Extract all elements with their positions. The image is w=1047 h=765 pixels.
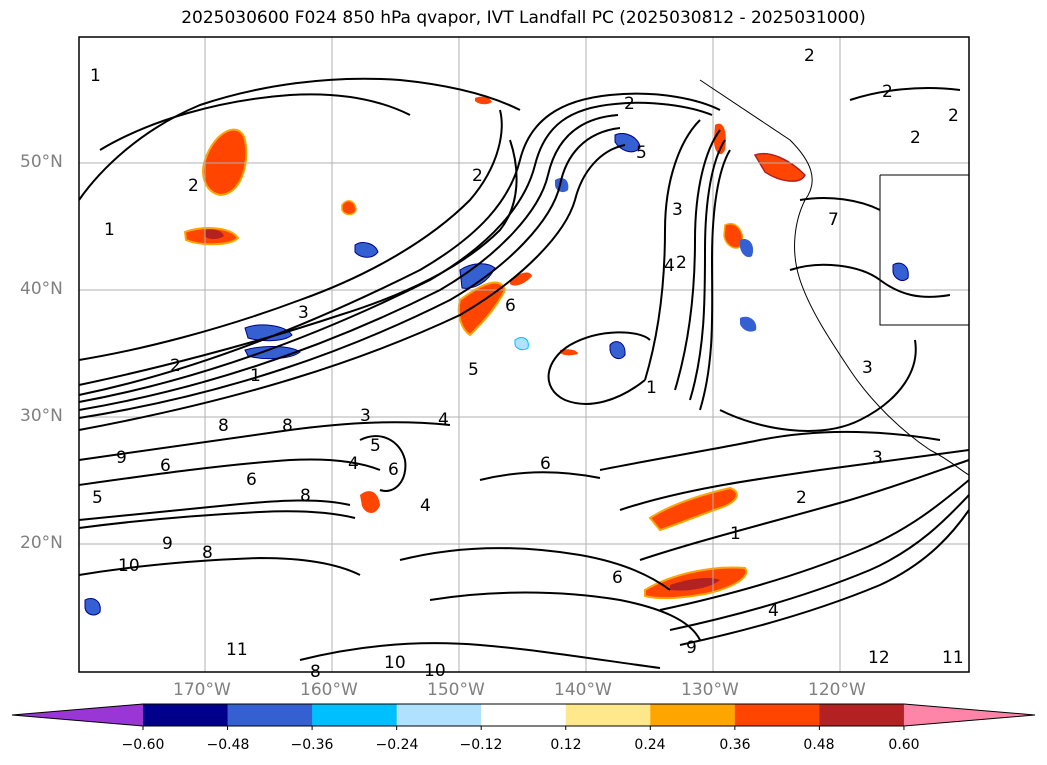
contour-label: 10 [424, 661, 446, 681]
contour-label: 6 [505, 296, 516, 316]
contour-label: 8 [218, 416, 229, 436]
contour-label: 6 [612, 568, 623, 588]
contour-label: 4 [348, 454, 359, 474]
coastline [699, 79, 970, 476]
contour-label: 4 [768, 601, 779, 621]
contour-label: 7 [828, 210, 839, 230]
lat-label-20n: 20°N [20, 533, 63, 553]
contour-label: 3 [872, 448, 883, 468]
colorbar-segment [650, 704, 736, 726]
contour-label: 8 [300, 486, 311, 506]
colorbar [11, 703, 1036, 730]
contour-label: 10 [384, 653, 406, 673]
colorbar-tick: 0.60 [888, 737, 920, 753]
contour-label: 2 [472, 166, 483, 186]
lon-label-150w: 150°W [427, 680, 485, 700]
contour-label: 2 [804, 46, 815, 66]
contour-label: 9 [116, 448, 127, 468]
colorbar-segment [227, 704, 313, 726]
colorbar-tick: −0.48 [206, 737, 250, 753]
contour-label: 9 [162, 534, 173, 554]
contour-label: 3 [298, 303, 309, 323]
map-title: 2025030600 F024 850 hPa qvapor, IVT Land… [181, 8, 866, 28]
lon-label-140w: 140°W [554, 680, 612, 700]
lat-label-40n: 40°N [20, 279, 63, 299]
colorbar-tick: 0.24 [634, 737, 666, 753]
shaded-patches [84, 96, 909, 616]
lon-label-160w: 160°W [300, 680, 358, 700]
colorbar-segment [312, 704, 398, 726]
colorbar-segment [734, 704, 820, 726]
contour-label: 8 [202, 543, 213, 563]
colorbar-tick: 0.36 [719, 737, 751, 753]
colorbar-tick: −0.36 [290, 737, 334, 753]
colorbar-tick: −0.12 [459, 737, 503, 753]
contour-label: 2 [676, 253, 687, 273]
colorbar-segment [143, 704, 229, 726]
lon-label-170w: 170°W [173, 680, 231, 700]
contour-label: 1 [250, 366, 261, 386]
contour-lines [78, 77, 970, 669]
contour-label: 8 [310, 662, 321, 682]
contour-label: 1 [730, 524, 741, 544]
contour-label: 2 [624, 94, 635, 114]
colorbar-segment [565, 704, 651, 726]
colorbar-segment [819, 704, 905, 726]
contour-label: 5 [370, 436, 381, 456]
contour-label: 2 [796, 488, 807, 508]
contour-label: 5 [468, 360, 479, 380]
lon-label-120w: 120°W [808, 680, 866, 700]
contour-label: 3 [360, 406, 371, 426]
contour-label: 4 [664, 256, 675, 276]
contour-label: 8 [282, 416, 293, 436]
contour-label: 11 [226, 640, 248, 660]
lon-label-130w: 130°W [681, 680, 739, 700]
contour-label: 4 [438, 410, 449, 430]
contour-label: 2 [882, 82, 893, 102]
contour-label: 3 [862, 358, 873, 378]
contour-label: 6 [160, 456, 171, 476]
contour-label: 3 [672, 200, 683, 220]
contour-label: 1 [90, 66, 101, 86]
colorbar-extend-high [903, 704, 1035, 726]
colorbar-tick: 0.48 [803, 737, 835, 753]
contour-label: 2 [910, 128, 921, 148]
contour-label: 5 [92, 488, 103, 508]
colorbar-segment [396, 704, 482, 726]
contour-label: 9 [686, 638, 697, 658]
lat-label-30n: 30°N [20, 406, 63, 426]
colorbar-segment [481, 704, 567, 726]
colorbar-extend-low [12, 704, 143, 726]
contour-label: 4 [420, 496, 431, 516]
contour-label: 1 [104, 220, 115, 240]
contour-label: 1 [646, 378, 657, 398]
lat-label-50n: 50°N [20, 152, 63, 172]
colorbar-tick: −0.60 [121, 737, 165, 753]
contour-label: 5 [636, 143, 647, 163]
contour-label: 6 [388, 460, 399, 480]
contour-label: 6 [540, 454, 551, 474]
contour-label: 11 [942, 648, 964, 668]
contour-label: 2 [188, 176, 199, 196]
contour-label: 6 [246, 470, 257, 490]
contour-label: 12 [868, 648, 890, 668]
plot-area [79, 37, 969, 672]
plot-frame [78, 36, 970, 673]
contour-label: 10 [118, 556, 140, 576]
contour-label: 2 [948, 106, 959, 126]
colorbar-tick: 0.12 [550, 737, 582, 753]
colorbar-tick: −0.24 [375, 737, 419, 753]
contour-label: 2 [170, 356, 181, 376]
